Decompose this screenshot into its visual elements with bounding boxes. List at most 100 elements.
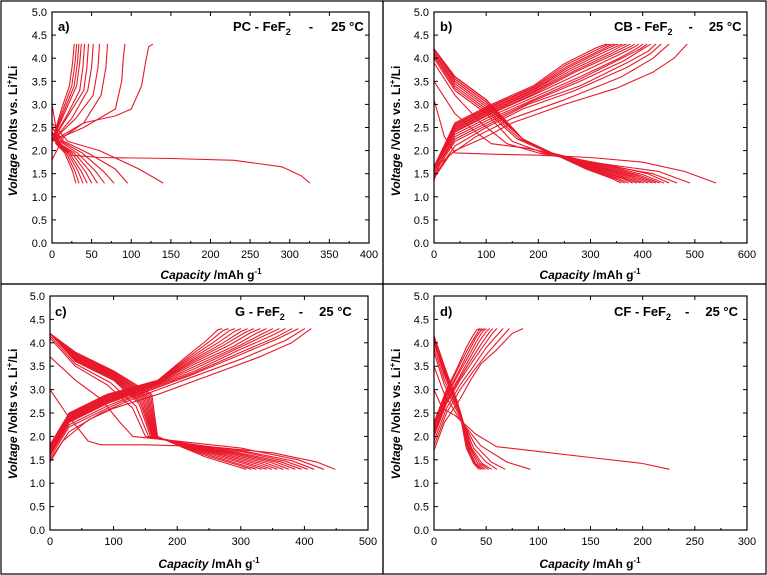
series-line-d-19 xyxy=(434,335,480,470)
x-tick-label-d: 0 xyxy=(431,536,437,548)
x-tick-label-a: 50 xyxy=(86,249,98,261)
x-axis-label-quantity-a: Capacity xyxy=(160,268,211,282)
series-line-a-14 xyxy=(52,43,86,142)
panel-title-dash-b: - xyxy=(688,19,692,34)
x-tick-label-b: 400 xyxy=(633,249,651,261)
y-axis-label-quantity-d: Voltage xyxy=(389,436,403,479)
y-axis-label-c: Voltage /Volts vs. Li+/Li xyxy=(5,349,20,480)
x-axis-label-unit-d: /mAh g xyxy=(589,557,633,571)
panel-title-b: CB - FeF2 - 25 °C xyxy=(614,19,742,37)
series-line-d-8 xyxy=(434,328,498,437)
series-line-d-12 xyxy=(434,328,490,433)
panel-title-dash-d: - xyxy=(685,304,689,319)
series-line-b-32 xyxy=(434,43,608,168)
y-axis-label-end-a: /Li xyxy=(6,66,20,80)
y-axis-label-unit-d: /Volts vs. Li xyxy=(389,367,403,436)
y-axis-label-quantity-b: Voltage xyxy=(389,153,403,196)
y-tick-label-c: 0.5 xyxy=(30,502,45,514)
y-axis-label-sup-d: + xyxy=(388,362,397,367)
y-tick-label-b: 3.5 xyxy=(414,76,429,88)
x-axis-label-sup-b: -1 xyxy=(633,267,641,276)
x-tick-label-a: 400 xyxy=(360,249,378,261)
series-line-b-7 xyxy=(434,57,670,184)
series-line-c-5 xyxy=(50,337,315,470)
panel-title-temp-c: 25 °C xyxy=(319,304,352,319)
x-tick-label-d: 150 xyxy=(581,536,599,548)
series-line-c-15 xyxy=(50,332,284,470)
panel-title-main-d: CF - FeF xyxy=(614,304,666,319)
series-line-b-24 xyxy=(434,43,623,168)
y-tick-label-d: 5.0 xyxy=(414,291,429,303)
panel-title-temp-d: 25 °C xyxy=(705,304,738,319)
series-line-d-10 xyxy=(434,328,493,435)
panel-title-temp-b: 25 °C xyxy=(709,19,742,34)
series-line-a-21 xyxy=(52,131,77,184)
panel-title-dash-a: - xyxy=(309,19,313,34)
series-line-b-4 xyxy=(434,43,670,179)
x-axis-label-b: Capacity /mAh g-1 xyxy=(539,267,641,282)
x-tick-label-b: 200 xyxy=(529,249,547,261)
chart-panel-c: 0 100 200 300 400 500 0.0 0.5 1.0 1.5 2.0 2.5 3.0 3.5… xyxy=(5,291,377,571)
series-line-c-2 xyxy=(50,328,312,463)
series-line-d-2 xyxy=(434,328,524,451)
y-tick-label-c: 1.5 xyxy=(30,455,45,467)
series-line-d-7 xyxy=(434,346,498,470)
x-axis-label-c: Capacity /mAh g-1 xyxy=(158,556,260,571)
series-line-b-22 xyxy=(434,43,627,169)
x-tick-label-d: 100 xyxy=(529,536,547,548)
series-line-c-25 xyxy=(50,332,257,470)
series-line-c-14 xyxy=(50,328,274,453)
series-line-c-12 xyxy=(50,328,280,454)
x-axis-label-sup-a: -1 xyxy=(254,267,262,276)
y-tick-label-c: 0.0 xyxy=(30,525,45,537)
series-line-b-10 xyxy=(434,43,652,172)
y-tick-label-d: 1.0 xyxy=(414,478,429,490)
y-tick-label-b: 3.0 xyxy=(414,99,429,111)
y-axis-label-unit-b: /Volts vs. Li xyxy=(389,84,403,153)
series-line-a-20 xyxy=(52,43,78,142)
x-tick-label-d: 50 xyxy=(480,536,492,548)
y-tick-label-b: 1.0 xyxy=(414,192,429,204)
y-tick-label-b: 0.0 xyxy=(414,238,429,250)
series-line-b-11 xyxy=(434,53,660,184)
y-tick-label-a: 3.0 xyxy=(32,99,47,111)
series-line-c-9 xyxy=(50,332,302,470)
panel-title-sub-b: 2 xyxy=(667,27,672,37)
y-tick-label-c: 2.5 xyxy=(30,408,45,420)
series-line-c-11 xyxy=(50,332,296,470)
y-tick-label-a: 2.5 xyxy=(32,123,47,135)
series-line-a-8 xyxy=(52,43,101,142)
x-tick-label-a: 300 xyxy=(281,249,299,261)
series-line-c-27 xyxy=(50,332,252,470)
x-axis-label-quantity-d: Capacity xyxy=(539,557,590,571)
series-line-d-16 xyxy=(434,328,485,428)
x-tick-label-a: 250 xyxy=(241,249,259,261)
x-tick-label-a: 100 xyxy=(122,249,140,261)
series-line-c-26 xyxy=(50,328,235,448)
y-axis-label-end-c: /Li xyxy=(6,349,20,363)
x-axis-label-d: Capacity /mAh g-1 xyxy=(539,556,641,571)
panel-label-d: d) xyxy=(440,304,452,319)
y-tick-label-c: 3.5 xyxy=(30,361,45,373)
x-axis-label-sup-c: -1 xyxy=(252,556,260,565)
x-tick-label-b: 0 xyxy=(431,249,437,261)
series-line-b-5 xyxy=(434,62,678,184)
y-tick-label-d: 0.5 xyxy=(414,502,429,514)
x-tick-label-a: 150 xyxy=(162,249,180,261)
chart-panel-a: 0 50 100 150 200 250 300 350 400 0.0 0.5 1.0 1.5 2.0 2… xyxy=(5,7,378,282)
y-axis-label-sup-c: + xyxy=(5,362,14,367)
series-line-c-6 xyxy=(50,328,299,459)
series-line-c-7 xyxy=(50,335,309,470)
panel-title-main-a: PC - FeF xyxy=(233,19,286,34)
y-tick-label-d: 1.5 xyxy=(414,455,429,467)
panel-title-a: PC - FeF2 - 25 °C xyxy=(233,19,364,37)
chart-panel-d: 0 50 100 150 200 250 300 0.0 0.5 1.0 1.5 2.0 2.5 3.0 3… xyxy=(388,291,756,571)
series-line-d-1 xyxy=(434,389,670,470)
series-line-a-6 xyxy=(52,43,109,142)
series-line-c-20 xyxy=(50,328,255,451)
x-tick-label-c: 400 xyxy=(295,536,313,548)
series-line-c-19 xyxy=(50,332,272,470)
y-tick-label-a: 0.5 xyxy=(32,215,47,227)
series-line-a-10 xyxy=(52,43,94,142)
series-line-b-6 xyxy=(434,43,662,177)
